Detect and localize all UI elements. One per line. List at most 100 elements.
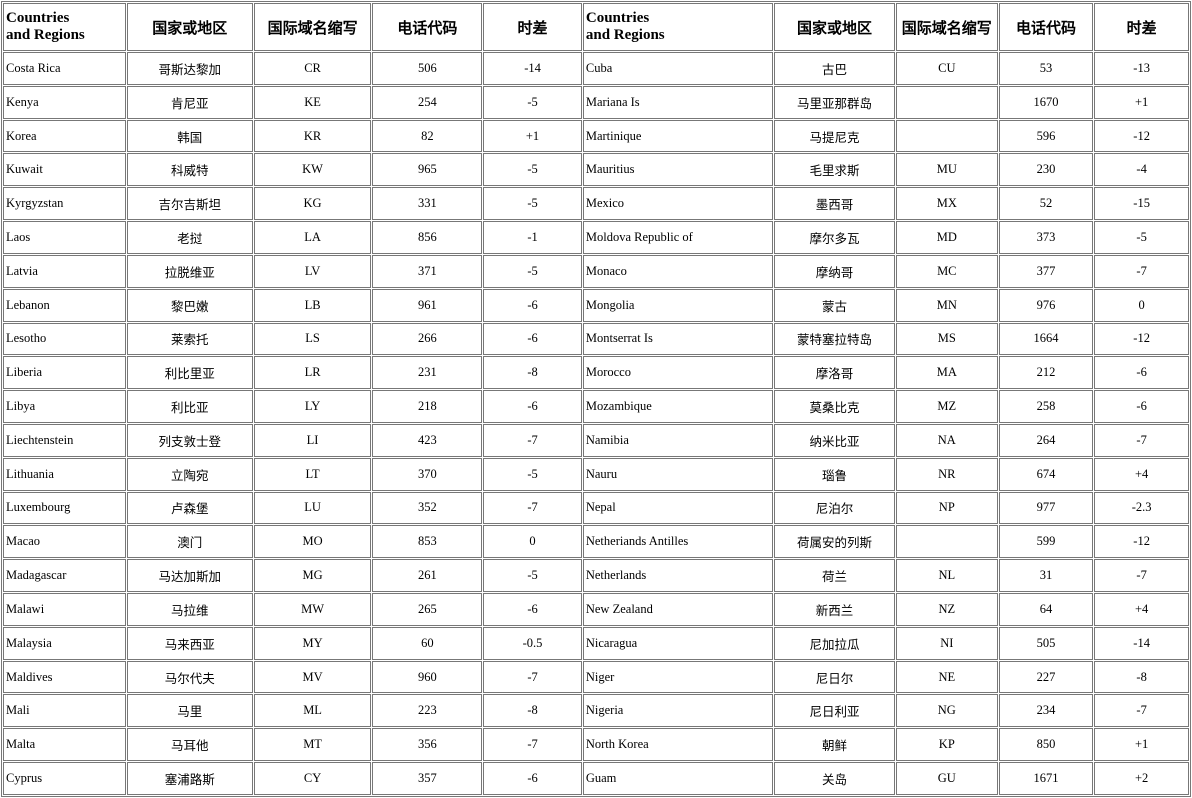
table-cell: -7	[1094, 559, 1189, 592]
table-cell: Mongolia	[582, 288, 774, 322]
table-cell: Cuba	[582, 52, 774, 85]
table-cell: -7	[1094, 254, 1189, 288]
table-cell: 哥斯达黎加	[126, 52, 253, 85]
header-cell: 国际域名缩写	[895, 3, 998, 51]
table-cell: 莱索托	[126, 322, 253, 356]
table-cell: -5	[483, 254, 582, 288]
table-cell: 肯尼亚	[126, 85, 253, 119]
header-cell: 时差	[483, 3, 582, 51]
table-cell: 毛里求斯	[774, 153, 895, 187]
table-row: Mali 马里 ML 223 -8 Nigeria 尼日利亚 NG 234 -7	[3, 694, 1189, 728]
table-cell: -7	[483, 660, 582, 694]
table-cell: 254	[372, 85, 483, 119]
table-cell: 266	[372, 322, 483, 356]
table-cell: 31	[998, 559, 1094, 592]
table-cell: 马达加斯加	[126, 559, 253, 592]
table-cell: -12	[1094, 119, 1189, 153]
table-cell: -5	[483, 187, 582, 221]
table-cell: LB	[253, 288, 372, 322]
table-cell: 卢森堡	[126, 491, 253, 525]
table-cell: Niger	[582, 660, 774, 694]
table-cell: Mariana Is	[582, 85, 774, 119]
table-cell: Netherlands	[582, 559, 774, 592]
table-cell: LT	[253, 457, 372, 491]
table-cell: -7	[483, 728, 582, 762]
header-cell: 时差	[1094, 3, 1189, 51]
table-cell: 60	[372, 626, 483, 660]
table-cell: CR	[253, 52, 372, 85]
table-cell: LV	[253, 254, 372, 288]
table-cell: Costa Rica	[3, 52, 126, 85]
table-cell: LS	[253, 322, 372, 356]
table-cell: MC	[895, 254, 998, 288]
table-cell: MN	[895, 288, 998, 322]
table-cell: 961	[372, 288, 483, 322]
table-cell: -13	[1094, 52, 1189, 85]
table-cell: 尼加拉瓜	[774, 626, 895, 660]
table-cell: -7	[1094, 694, 1189, 728]
header-cell: 电话代码	[998, 3, 1094, 51]
table-cell: Nepal	[582, 491, 774, 525]
table-cell: 64	[998, 593, 1094, 626]
header-cell: 国际域名缩写	[253, 3, 372, 51]
table-cell: MD	[895, 221, 998, 254]
table-cell: 977	[998, 491, 1094, 525]
table-row: Malta 马耳他 MT 356 -7 North Korea 朝鲜 KP 850 +1	[3, 728, 1189, 762]
table-cell: 506	[372, 52, 483, 85]
table-row: Kuwait 科威特 KW 965 -5 Mauritius 毛里求斯 MU 230 -4	[3, 153, 1189, 187]
table-cell: Moldova Republic of	[582, 221, 774, 254]
table-cell: 莫桑比克	[774, 390, 895, 423]
table-cell: LY	[253, 390, 372, 423]
table-cell: 马提尼克	[774, 119, 895, 153]
table-cell: KW	[253, 153, 372, 187]
table-cell: 荷属安的列斯	[774, 525, 895, 559]
table-cell: 0	[483, 525, 582, 559]
table-cell: 韩国	[126, 119, 253, 153]
table-cell: 258	[998, 390, 1094, 423]
table-cell: -1	[483, 221, 582, 254]
table-cell: 利比亚	[126, 390, 253, 423]
table-cell: Netheriands Antilles	[582, 525, 774, 559]
table-cell: 356	[372, 728, 483, 762]
table-cell: -14	[483, 52, 582, 85]
table-cell: NL	[895, 559, 998, 592]
table-cell: 674	[998, 457, 1094, 491]
table-cell: -15	[1094, 187, 1189, 221]
table-cell: 371	[372, 254, 483, 288]
table-header: Countries and Regions 国家或地区 国际域名缩写 电话代码 时差 Co…	[3, 3, 1189, 51]
table-cell: MT	[253, 728, 372, 762]
table-cell: NR	[895, 457, 998, 491]
table-cell: -12	[1094, 525, 1189, 559]
table-cell: 蒙古	[774, 288, 895, 322]
table-cell: Laos	[3, 221, 126, 254]
table-cell: Kyrgyzstan	[3, 187, 126, 221]
table-cell: MV	[253, 660, 372, 694]
table-cell: Montserrat Is	[582, 322, 774, 356]
table-cell: 265	[372, 593, 483, 626]
table-cell: 599	[998, 525, 1094, 559]
table-cell: Madagascar	[3, 559, 126, 592]
table-cell: Malaysia	[3, 626, 126, 660]
table-cell: 227	[998, 660, 1094, 694]
table-cell: 264	[998, 423, 1094, 457]
header-cell: 国家或地区	[774, 3, 895, 51]
table-cell: 234	[998, 694, 1094, 728]
table-row: Luxembourg 卢森堡 LU 352 -7 Nepal 尼泊尔 NP 977 -2.3	[3, 491, 1189, 525]
table-cell: 古巴	[774, 52, 895, 85]
table-cell: 墨西哥	[774, 187, 895, 221]
table-cell: +4	[1094, 593, 1189, 626]
table-cell: +2	[1094, 762, 1189, 795]
table-cell: Luxembourg	[3, 491, 126, 525]
table-cell: Malta	[3, 728, 126, 762]
table-cell: 吉尔吉斯坦	[126, 187, 253, 221]
table-cell: Mexico	[582, 187, 774, 221]
table-cell: Namibia	[582, 423, 774, 457]
table-cell: KP	[895, 728, 998, 762]
table-cell: Monaco	[582, 254, 774, 288]
header-cell: 国家或地区	[126, 3, 253, 51]
table-row: Malawi 马拉维 MW 265 -6 New Zealand 新西兰 NZ 64 +4	[3, 593, 1189, 626]
table-cell: 212	[998, 356, 1094, 390]
table-cell: 853	[372, 525, 483, 559]
table-cell: Latvia	[3, 254, 126, 288]
table-cell: 373	[998, 221, 1094, 254]
